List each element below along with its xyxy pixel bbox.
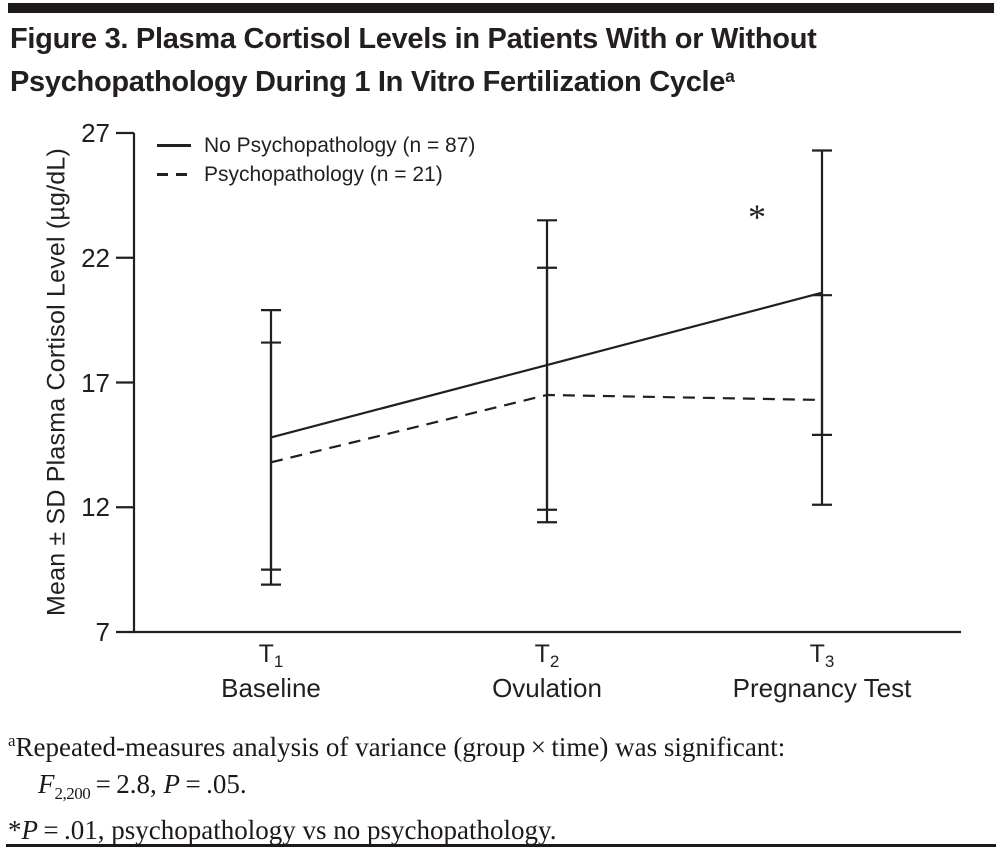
footnote-a-marker: a xyxy=(8,731,16,750)
x-category-label: T1 Baseline xyxy=(221,640,321,704)
significance-asterisk: * xyxy=(748,196,766,237)
x-category-name: Baseline xyxy=(221,673,321,703)
x-category-label: T2 Ovulation xyxy=(492,640,602,704)
top-rule xyxy=(8,3,994,13)
x-category-label: T3 Pregnancy Test xyxy=(733,640,912,704)
footnote-f-value: = 2.8, xyxy=(90,769,164,799)
y-tick-label: 7 xyxy=(95,617,110,647)
x-category-name: Ovulation xyxy=(492,673,602,703)
footnote-p-statistic: P xyxy=(163,769,181,799)
y-tick-label: 12 xyxy=(81,492,110,523)
y-tick-label: 17 xyxy=(81,367,110,398)
y-tick-label: 22 xyxy=(81,242,110,273)
legend-dashed-line-sample xyxy=(157,173,191,176)
footnote-f-subscript: 2,200 xyxy=(54,784,91,803)
footnote-f-statistic: F xyxy=(38,769,55,799)
footnote-p-value: = .05. xyxy=(180,769,247,799)
title-line-2: Psychopathology During 1 In Vitro Fertil… xyxy=(10,58,1000,101)
footnotes: aRepeated-measures analysis of variance … xyxy=(8,722,998,849)
bottom-rule xyxy=(6,844,996,847)
x-tick-symbol: T2 xyxy=(534,640,560,671)
title-line-2-text: Psychopathology During 1 In Vitro Fertil… xyxy=(10,66,726,98)
y-tick-label: 27 xyxy=(81,118,110,148)
series-line-solid xyxy=(270,291,823,439)
footnote-star-text: = .01, psychopathology vs no psychopatho… xyxy=(38,815,557,845)
x-tick-symbol: T3 xyxy=(809,640,835,671)
footnote-star: *P = .01, psychopathology vs no psychopa… xyxy=(8,812,998,849)
legend-solid-line-sample xyxy=(157,144,191,147)
series-line-dashed xyxy=(270,393,823,464)
x-tick-symbol: T1 xyxy=(258,640,284,671)
footnote-a: aRepeated-measures analysis of variance … xyxy=(8,722,998,766)
footnote-a-text: Repeated-measures analysis of variance (… xyxy=(15,732,786,762)
title-footnote-marker: a xyxy=(725,66,735,86)
footnote-star-p: P xyxy=(21,815,39,845)
title-line-1: Figure 3. Plasma Cortisol Levels in Pati… xyxy=(10,21,1000,58)
legend-row-no-psychopathology: No Psychopathology (n = 87) xyxy=(157,131,475,160)
x-category-name: Pregnancy Test xyxy=(732,673,912,703)
footnote-star-marker: * xyxy=(8,815,22,845)
legend: No Psychopathology (n = 87) Psychopathol… xyxy=(157,131,475,189)
footnote-a-statistics: F2,200 = 2.8, P = .05. xyxy=(8,766,998,812)
legend-label-no-psychopathology: No Psychopathology (n = 87) xyxy=(204,133,476,157)
legend-row-psychopathology: Psychopathology (n = 21) xyxy=(157,160,475,189)
title-line-1-text: Figure 3. Plasma Cortisol Levels in Pati… xyxy=(10,23,817,55)
legend-label-psychopathology: Psychopathology (n = 21) xyxy=(204,162,443,186)
figure-title: Figure 3. Plasma Cortisol Levels in Pati… xyxy=(10,21,1000,101)
